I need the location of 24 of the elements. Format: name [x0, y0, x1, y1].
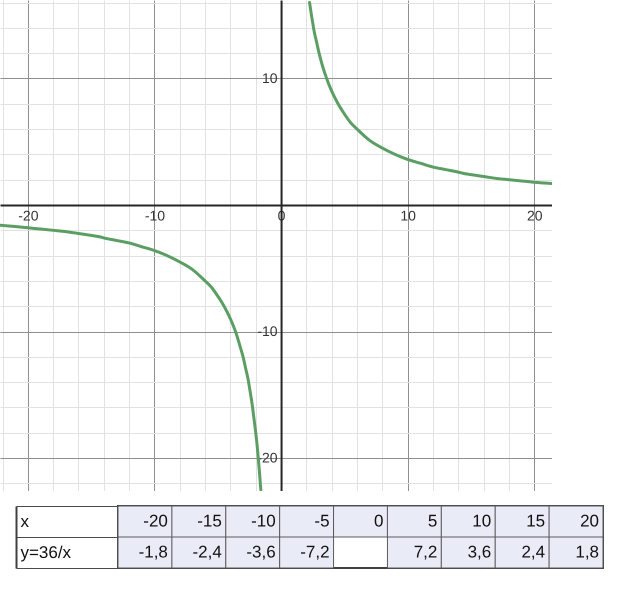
x-tick-label: -10: [144, 208, 166, 224]
data-label: -2,4: [192, 542, 222, 562]
data-label: -20: [143, 512, 168, 530]
data-label: -15: [197, 512, 222, 530]
x-tick-label: 10: [400, 208, 416, 224]
data-label: 10: [472, 512, 492, 530]
data-label: 3,6: [468, 542, 492, 562]
data-label: -5: [314, 512, 330, 530]
y-tick-label: 10: [262, 70, 278, 86]
data-label: -1,8: [138, 542, 168, 562]
x-tick-label: 20: [526, 208, 543, 224]
data-label: 2,4: [521, 542, 546, 562]
data-label: 15: [526, 512, 546, 530]
data-label: 20: [580, 512, 599, 530]
y-tick-label: -10: [257, 323, 278, 340]
y-tick-label: y=36/x: [20, 543, 72, 562]
y-tick-label: x: [20, 512, 30, 531]
data-label: 5: [428, 512, 438, 530]
y-tick-label: -20: [257, 450, 278, 466]
data-label: 7,2: [414, 542, 438, 562]
data-label: -7,2: [300, 542, 330, 562]
data-label: 0: [374, 512, 384, 530]
data-label: 1,8: [575, 542, 599, 562]
data-label: -3,6: [246, 542, 276, 562]
